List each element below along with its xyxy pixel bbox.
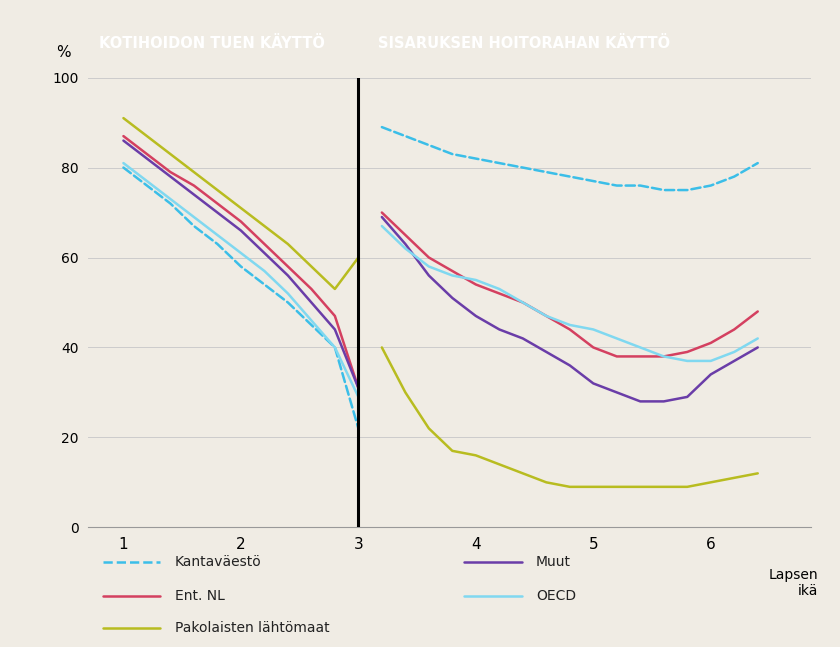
Text: Pakolaisten lähtömaat: Pakolaisten lähtömaat (175, 622, 329, 635)
Text: SISARUKSEN HOITORAHAN KÄYTTÖ: SISARUKSEN HOITORAHAN KÄYTTÖ (379, 36, 670, 51)
Text: Kantaväestö: Kantaväestö (175, 555, 261, 569)
Text: KOTIHOIDON TUEN KÄYTTÖ: KOTIHOIDON TUEN KÄYTTÖ (99, 36, 325, 51)
Text: OECD: OECD (536, 589, 576, 604)
Text: Lapsen
ikä: Lapsen ikä (769, 568, 818, 598)
Text: Muut: Muut (536, 555, 571, 569)
Text: Ent. NL: Ent. NL (175, 589, 225, 604)
Text: %: % (55, 45, 71, 60)
